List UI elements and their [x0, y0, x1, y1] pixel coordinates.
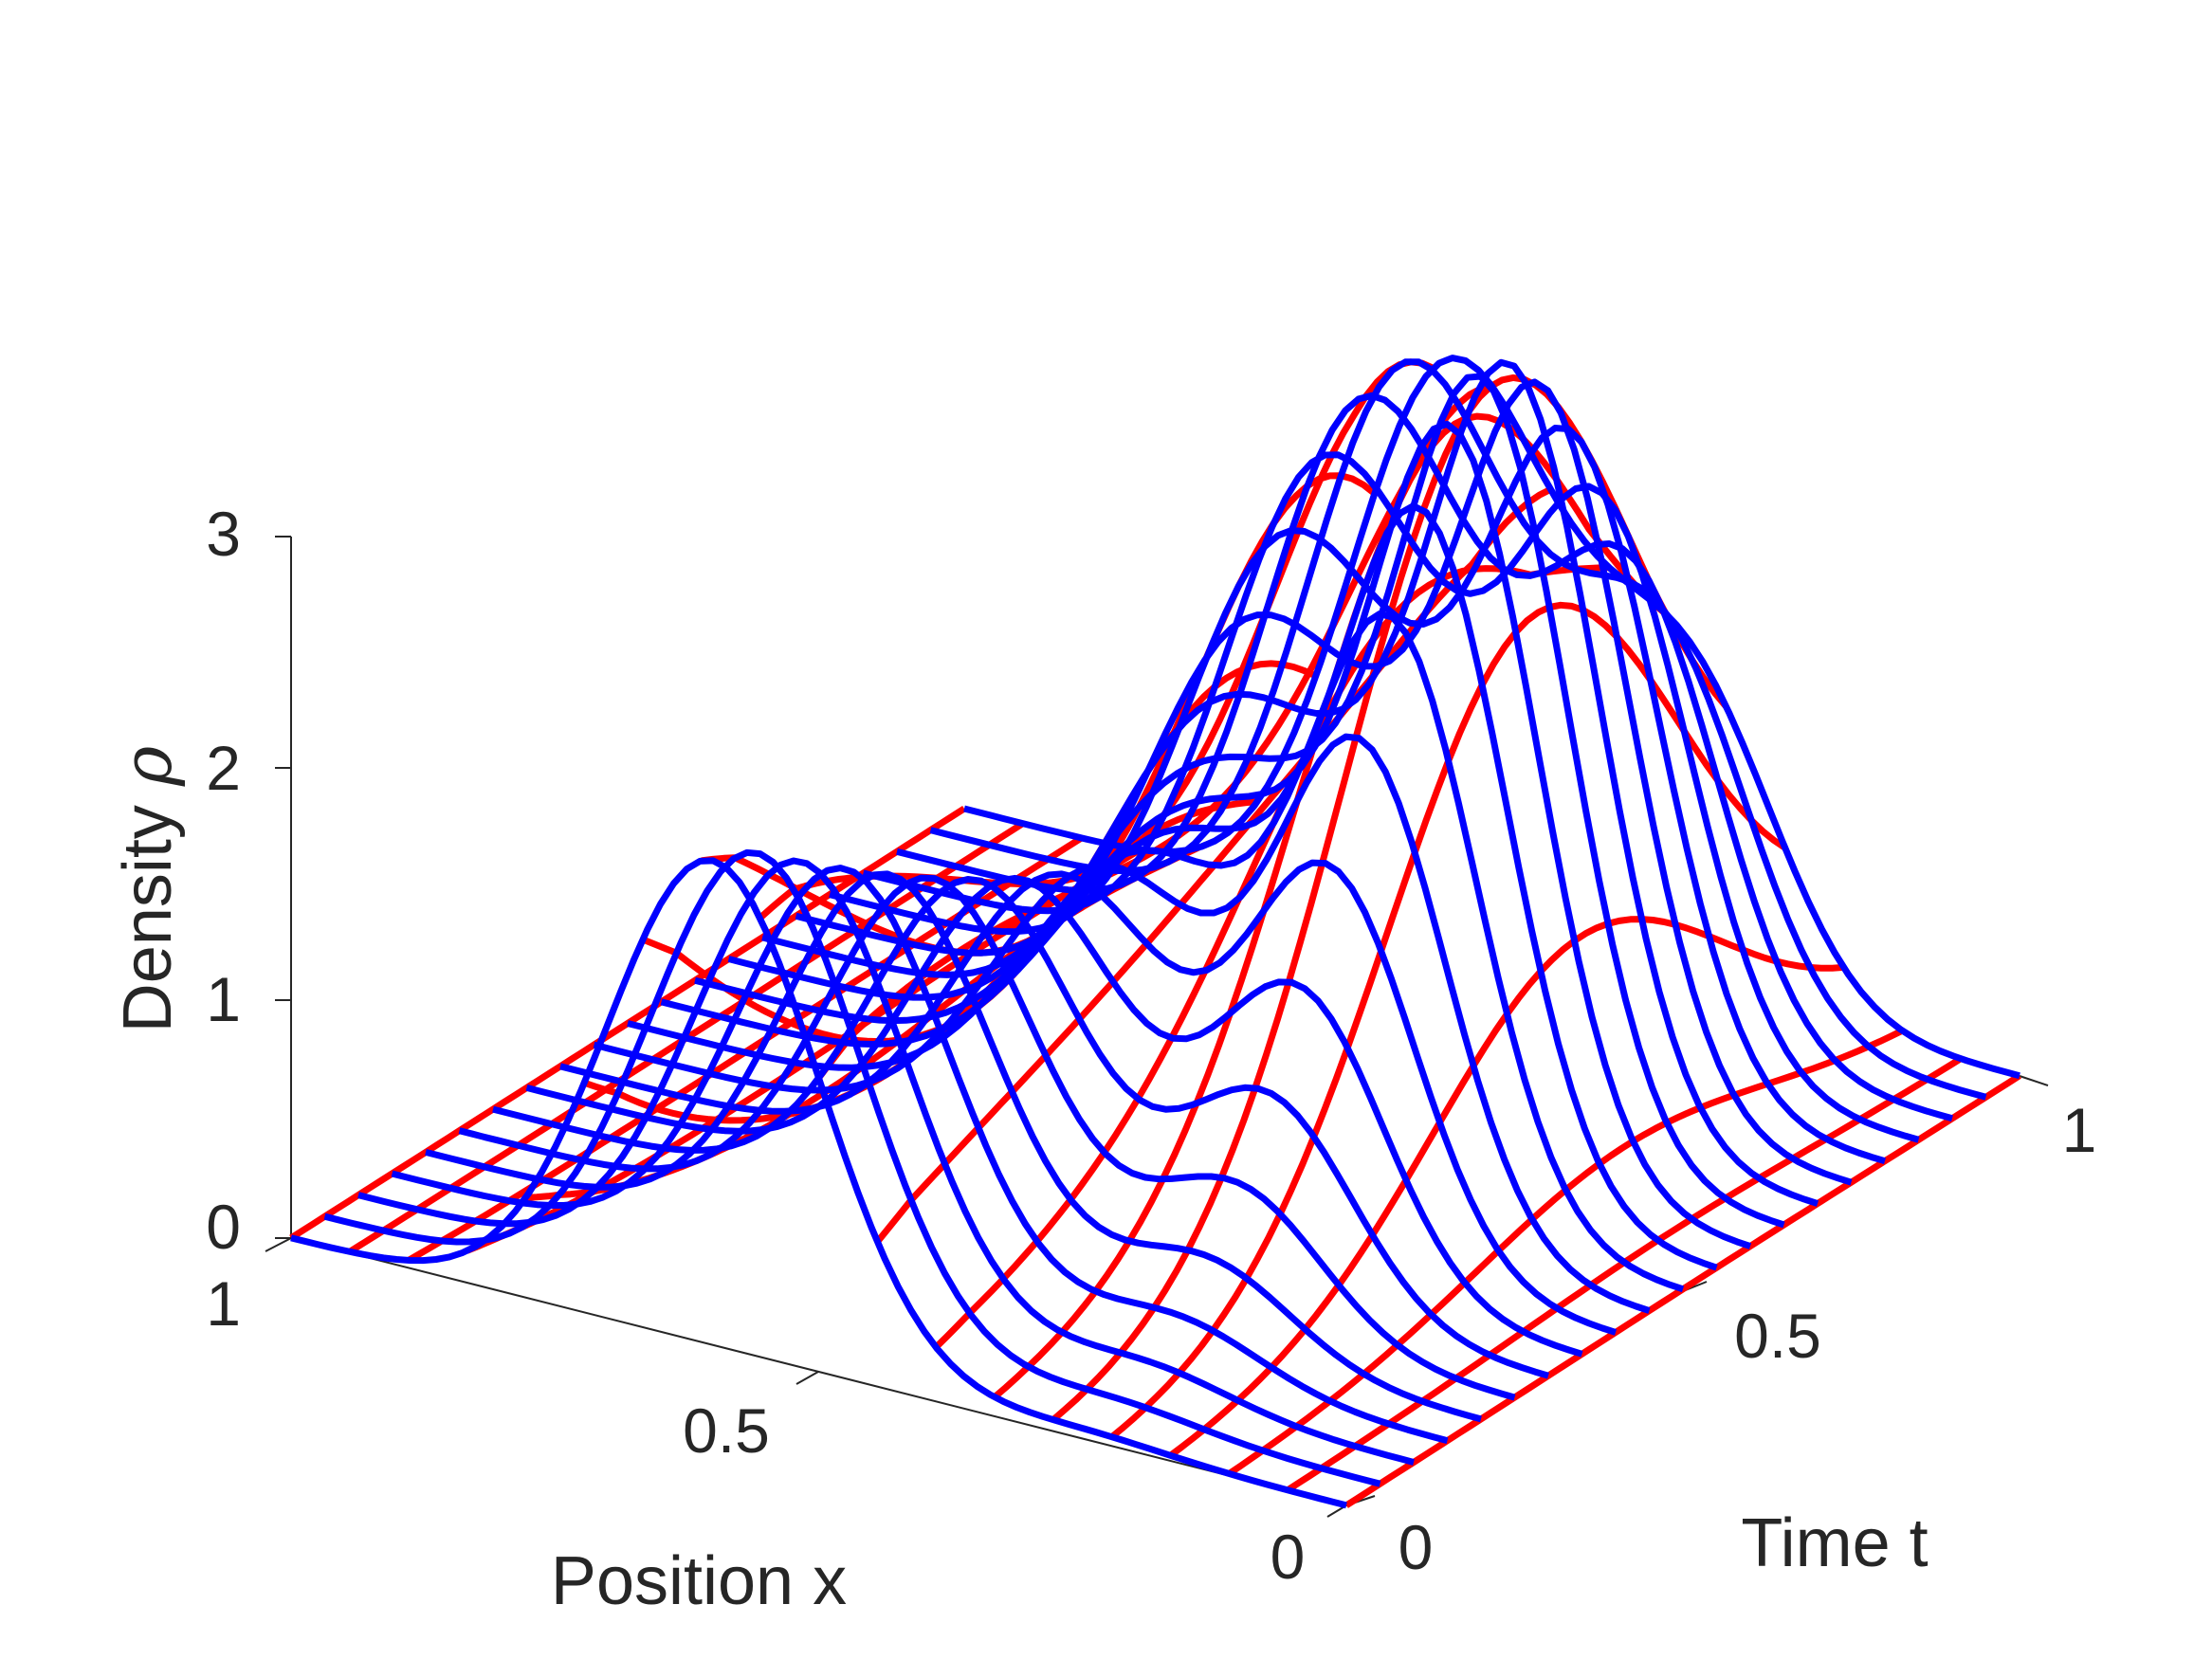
x-tick-label-0.5: 0.5: [683, 1395, 770, 1466]
t-tick-1: [2019, 1075, 2049, 1086]
blue-trace-t-18: [896, 392, 1953, 1122]
blue-trace-t-2: [357, 857, 1415, 1466]
blue-trace-t-1: [323, 848, 1381, 1487]
blue-trace-t-16: [829, 425, 1886, 1165]
blue-trace-t-12: [694, 420, 1752, 1249]
blue-trace-t-20: [963, 355, 2020, 1080]
blue-trace-t-13: [727, 373, 1785, 1229]
data-traces: [289, 355, 2021, 1509]
blue-trace-t-17: [862, 451, 1920, 1143]
blue-trace-t-19: [929, 358, 1987, 1101]
z-tick-label-2: 2: [206, 733, 241, 803]
blue-trace-t-11: [660, 502, 1718, 1271]
blue-trace-t-6: [492, 876, 1549, 1379]
z-axis-label-group: Density ρ: [107, 746, 187, 1032]
z-tick-label-0: 0: [206, 1192, 241, 1262]
z-tick-label-3: 3: [206, 499, 241, 569]
t-tick-label-0.5: 0.5: [1734, 1301, 1821, 1371]
x-axis-line: [290, 1237, 1347, 1506]
z-axis-label-symbol: ρ: [107, 746, 187, 787]
blue-trace-t-14: [761, 358, 1819, 1207]
x-tick-label-0: 0: [1271, 1522, 1306, 1592]
x-tick-1: [265, 1237, 292, 1252]
tick-labels: 3 2 1 0 1 0.5 0 0 0.5 1: [206, 499, 2096, 1592]
blue-trace-t-4: [425, 870, 1482, 1423]
z-axis-label-text: Density: [110, 805, 186, 1032]
t-tick-label-0: 0: [1398, 1512, 1434, 1582]
x-tick-0.5: [795, 1371, 819, 1385]
t-tick-label-1: 1: [2062, 1095, 2097, 1165]
blue-trace-t-7: [525, 874, 1583, 1358]
x-tick-label-1: 1: [206, 1268, 241, 1339]
t-axis-label: Time t: [1741, 1505, 1928, 1581]
z-axis-label: Density ρ: [107, 746, 187, 1032]
z-tick-label-1: 1: [206, 964, 241, 1034]
z-axis-label-gap: [110, 786, 186, 805]
x-axis-label: Position x: [551, 1543, 847, 1619]
